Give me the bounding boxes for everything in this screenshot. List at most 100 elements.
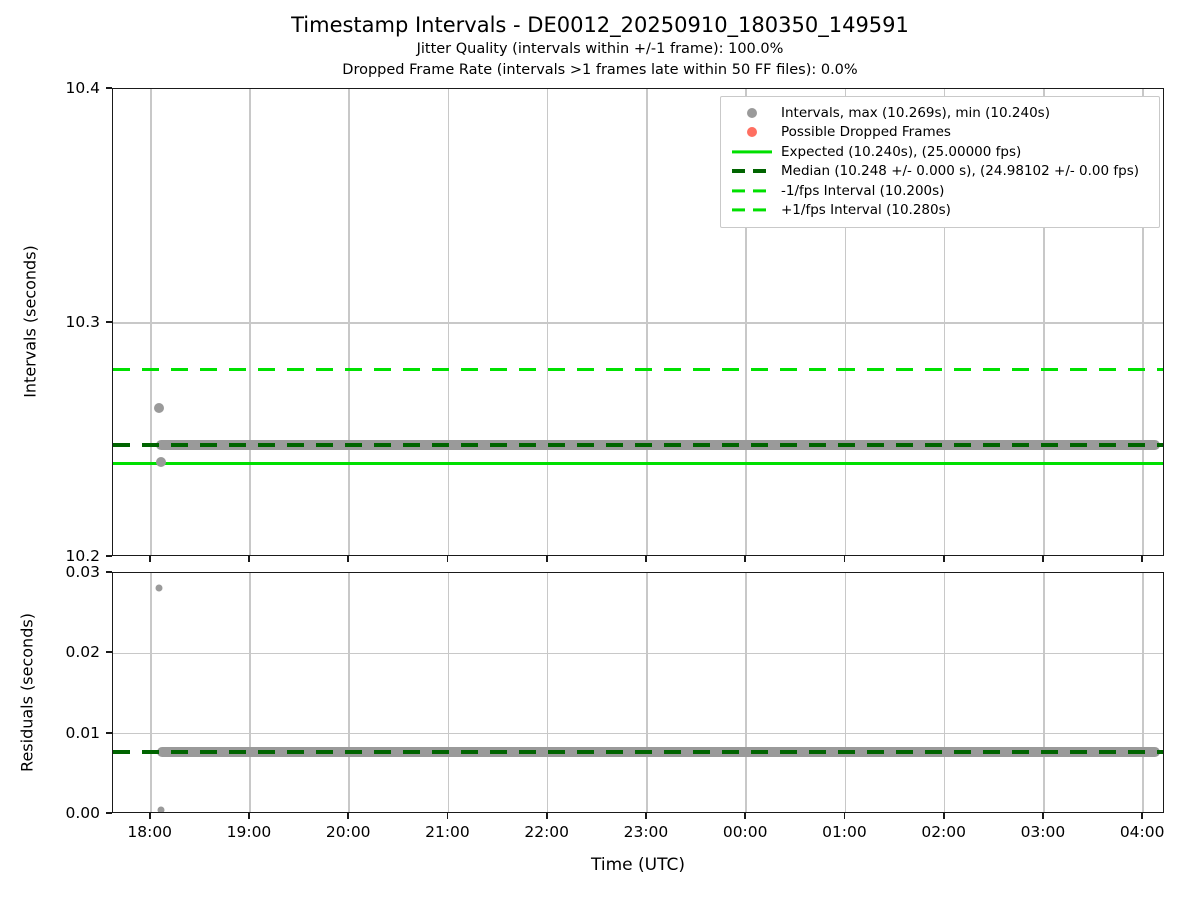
gridline-vertical — [1043, 89, 1045, 555]
x-tick-label: 20:00 — [325, 823, 371, 841]
x-tick-mark — [446, 556, 449, 562]
y-tick-label: 0.00 — [65, 804, 100, 822]
legend-label: -1/fps Interval (10.200s) — [781, 182, 945, 199]
legend-item[interactable]: Intervals, max (10.269s), min (10.240s) — [730, 103, 1150, 123]
gridline-vertical — [646, 89, 648, 555]
chart-subtitle-jitter-quality: Jitter Quality (intervals within +/-1 fr… — [416, 41, 784, 57]
gridline-vertical — [745, 573, 747, 812]
x-tick-mark — [545, 556, 548, 562]
residuals-plot-area — [112, 572, 1164, 813]
legend-key-line — [730, 183, 774, 199]
legend-key-line — [730, 144, 774, 160]
legend-item[interactable]: +1/fps Interval (10.280s) — [730, 201, 1150, 221]
chart-title: Timestamp Intervals - DE0012_20250910_18… — [291, 13, 909, 37]
chart-legend[interactable]: Intervals, max (10.269s), min (10.240s) P… — [720, 96, 1160, 228]
legend-line-icon — [732, 169, 772, 174]
gridline-horizontal — [113, 652, 1163, 655]
gridline-vertical — [249, 89, 251, 555]
legend-item[interactable]: -1/fps Interval (10.200s) — [730, 181, 1150, 201]
residuals-plot-inner — [113, 573, 1163, 812]
gridline-vertical — [844, 573, 847, 812]
x-tick-mark — [248, 813, 250, 819]
gridline-vertical — [943, 89, 946, 555]
legend-label: Intervals, max (10.269s), min (10.240s) — [781, 104, 1050, 121]
title-block: Timestamp Intervals - DE0012_20250910_18… — [0, 12, 1200, 81]
legend-item[interactable]: Median (10.248 +/- 0.000 s), (24.98102 +… — [730, 162, 1150, 182]
x-tick-label: 23:00 — [623, 823, 669, 841]
x-tick-mark — [545, 813, 548, 819]
x-tick-mark — [744, 556, 747, 562]
legend-key-line — [730, 163, 774, 179]
reference-line-plus_one_fps — [113, 368, 1163, 372]
gridline-vertical — [348, 573, 350, 812]
x-axis-label: Time (UTC) — [591, 855, 685, 875]
x-tick-mark — [843, 813, 846, 819]
x-tick-mark — [248, 556, 250, 562]
legend-key-marker — [730, 105, 774, 121]
legend-item[interactable]: Possible Dropped Frames — [730, 123, 1150, 143]
x-tick-mark — [1042, 813, 1044, 819]
x-tick-mark — [1141, 556, 1144, 562]
y-tick-label: 10.2 — [65, 547, 100, 565]
gridline-horizontal — [113, 732, 1163, 735]
y-tick-label: 10.4 — [65, 79, 100, 97]
y-tick-label: 0.03 — [65, 563, 100, 581]
x-tick-mark — [942, 556, 945, 562]
gridline-vertical — [447, 89, 450, 555]
scatter-point — [155, 457, 166, 468]
x-tick-label: 19:00 — [226, 823, 272, 841]
x-tick-mark — [843, 556, 846, 562]
gridline-vertical — [1142, 89, 1144, 555]
x-tick-mark — [1141, 813, 1144, 819]
intervals-plot-inner — [113, 89, 1163, 555]
legend-line-icon — [732, 189, 772, 193]
legend-key-line — [730, 202, 774, 218]
x-tick-label: 21:00 — [425, 823, 470, 841]
legend-line-icon — [732, 150, 772, 154]
gridline-vertical — [546, 573, 549, 812]
gridline-vertical — [447, 573, 450, 812]
scatter-point — [153, 403, 164, 414]
gridline-vertical — [149, 573, 152, 812]
legend-marker-icon — [747, 127, 757, 138]
x-tick-label: 04:00 — [1119, 823, 1165, 841]
reference-line-median — [113, 750, 1163, 755]
x-tick-label: 03:00 — [1020, 823, 1066, 841]
x-tick-label: 22:00 — [524, 823, 570, 841]
x-tick-mark — [744, 813, 747, 819]
x-tick-label: 01:00 — [822, 823, 867, 841]
x-tick-mark — [347, 556, 350, 562]
x-tick-mark — [148, 813, 151, 819]
gridline-vertical — [745, 89, 747, 555]
legend-item[interactable]: Expected (10.240s), (25.00000 fps) — [730, 142, 1150, 162]
residuals-y-axis-label: Residuals (seconds) — [17, 612, 37, 772]
gridline-vertical — [546, 89, 549, 555]
legend-label: Possible Dropped Frames — [781, 124, 951, 141]
legend-marker-icon — [747, 107, 757, 118]
scatter-point — [155, 584, 163, 592]
reference-line-expected — [113, 461, 1163, 465]
gridline-vertical — [249, 573, 251, 812]
x-tick-mark — [1042, 556, 1044, 562]
gridline-vertical — [149, 89, 152, 555]
x-tick-label: 02:00 — [921, 823, 967, 841]
x-tick-mark — [942, 813, 945, 819]
x-tick-mark — [645, 556, 647, 562]
legend-line-icon — [732, 208, 772, 212]
gridline-vertical — [646, 573, 648, 812]
intervals-y-axis-label: Intervals (seconds) — [20, 245, 40, 398]
legend-key-marker — [730, 124, 774, 140]
x-tick-mark — [645, 813, 647, 819]
x-tick-label: 00:00 — [722, 823, 768, 841]
reference-line-zero — [113, 813, 1163, 814]
x-tick-label: 18:00 — [127, 823, 173, 841]
legend-label: +1/fps Interval (10.280s) — [781, 202, 951, 219]
reference-line-minus_one_fps — [113, 556, 1163, 557]
gridline-vertical — [1043, 573, 1045, 812]
chart-subtitle-dropped-frame-rate: Dropped Frame Rate (intervals >1 frames … — [342, 62, 858, 78]
gridline-vertical — [844, 89, 847, 555]
x-tick-mark — [148, 556, 151, 562]
gridline-vertical — [943, 573, 946, 812]
gridline-horizontal — [113, 322, 1163, 324]
